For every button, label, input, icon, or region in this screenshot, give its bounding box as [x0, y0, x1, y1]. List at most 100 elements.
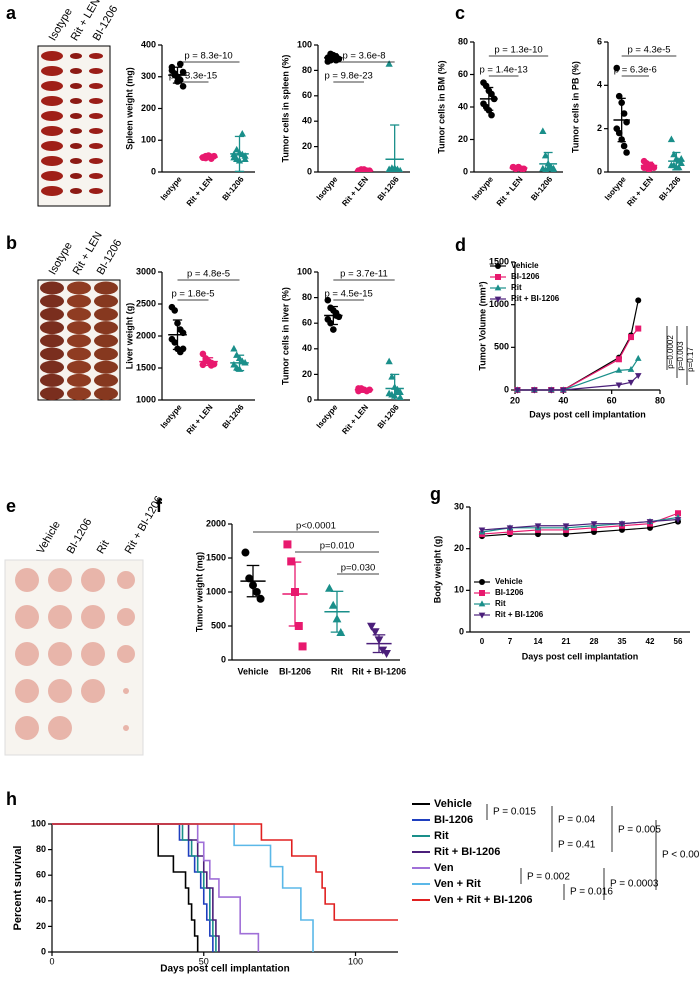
- x-tick-label: 42: [646, 637, 655, 646]
- y-tick-label: 2000: [206, 518, 226, 528]
- annotation: p = 4.3e-5: [627, 45, 670, 56]
- annotation: p = 6.3e-6: [614, 65, 657, 76]
- panel-label: a: [6, 3, 17, 23]
- y-tick-label: 1000: [489, 299, 509, 309]
- x-tick-label: BI-1206: [220, 402, 246, 430]
- data-point: [488, 111, 495, 119]
- y-tick-label: 100: [297, 266, 312, 276]
- x-tick-label: Rit + LEN: [625, 175, 655, 208]
- liver: [94, 307, 118, 321]
- tumor: [15, 605, 39, 629]
- y-tick-label: 100: [141, 135, 156, 145]
- data-point: [488, 90, 495, 98]
- y-tick-label: 1500: [206, 552, 226, 562]
- data-point: [367, 622, 376, 631]
- photo-label: BI-1206: [65, 517, 95, 556]
- spleen: [89, 98, 103, 104]
- data-point: [252, 588, 261, 596]
- data-point: [615, 356, 622, 363]
- tumor: [81, 568, 105, 592]
- data-point: [618, 521, 626, 528]
- p-value: P = 0.41: [558, 840, 596, 851]
- y-tick-label: 60: [302, 318, 312, 328]
- liver: [67, 360, 91, 374]
- legend-marker: [479, 579, 485, 585]
- legend-label: Rit: [511, 283, 522, 292]
- annotation: p = 8.3e-10: [184, 51, 232, 62]
- data-point: [667, 135, 676, 143]
- y-axis-title: Tumor weight (mg): [194, 552, 204, 632]
- annotation: p = 3.3e-15: [169, 71, 217, 82]
- y-tick-label: 400: [141, 39, 156, 49]
- panel-label: g: [430, 484, 441, 504]
- liver: [67, 321, 91, 335]
- survival-curve: [52, 823, 199, 952]
- y-axis-title: Tumor Volume (mm³): [477, 281, 487, 370]
- legend-label: Rit: [434, 830, 449, 842]
- legend-label: Ven: [434, 862, 454, 874]
- plot-area: [324, 296, 404, 400]
- spleen: [70, 173, 82, 179]
- x-tick-label: Rit + LEN: [340, 175, 370, 208]
- y-tick-label: 2000: [136, 330, 156, 340]
- legend-label: Rit + BI-1206: [511, 294, 560, 303]
- data-point: [388, 373, 396, 380]
- data-point: [330, 326, 337, 333]
- y-tick-label: 20: [458, 134, 468, 144]
- spleen: [70, 83, 82, 89]
- series-line: [481, 520, 679, 537]
- liver: [94, 387, 118, 401]
- spleen: [41, 96, 63, 106]
- liver: [94, 347, 118, 361]
- tumor: [48, 642, 72, 666]
- y-tick-label: 0: [504, 384, 509, 394]
- annotation: p=0.17: [686, 347, 695, 372]
- legend-marker: [495, 263, 501, 269]
- tumor: [48, 568, 72, 592]
- tumor: [15, 642, 39, 666]
- data-point: [370, 628, 380, 637]
- x-tick-label: Rit + LEN: [185, 403, 215, 436]
- y-tick-label: 40: [302, 116, 312, 126]
- data-point: [534, 523, 542, 530]
- spleen: [41, 171, 63, 181]
- spleen: [41, 141, 63, 151]
- data-point: [627, 365, 635, 372]
- y-axis-title: Liver weight (g): [124, 303, 134, 370]
- legend-label: BI-1206: [495, 588, 524, 597]
- panel-label: b: [6, 233, 17, 253]
- p-value: P = 0.005: [618, 825, 661, 836]
- x-tick-label: Isotype: [315, 174, 340, 202]
- tumor: [81, 642, 105, 666]
- data-point: [233, 145, 241, 153]
- data-point: [635, 297, 642, 304]
- y-tick-label: 1500: [489, 256, 509, 266]
- annotation: p = 3.6e-8: [342, 51, 385, 62]
- annotation: p = 1.3e-10: [494, 45, 542, 56]
- spleen: [89, 128, 103, 134]
- y-tick-label: 0: [151, 166, 156, 176]
- legend-marker: [478, 600, 486, 607]
- legend-label: Vehicle: [495, 577, 523, 586]
- x-tick-label: Isotype: [315, 402, 340, 430]
- x-tick-label: Rit: [331, 666, 343, 676]
- p-value: P = 0.002: [527, 872, 570, 883]
- liver: [94, 334, 118, 348]
- data-point: [539, 127, 547, 135]
- y-tick-label: 0: [307, 166, 312, 176]
- panel-label: c: [455, 3, 465, 23]
- spleen: [70, 113, 82, 119]
- survival-curve: [52, 823, 398, 921]
- y-axis-title: Tumor cells in BM (%): [436, 60, 446, 153]
- data-point: [478, 527, 486, 534]
- photo-label: Vehicle: [35, 519, 63, 556]
- liver: [40, 294, 64, 308]
- x-tick-label: 60: [607, 395, 617, 405]
- spleen: [41, 51, 63, 61]
- x-tick-label: Isotype: [603, 174, 628, 202]
- data-point: [541, 151, 550, 159]
- data-point: [634, 354, 642, 361]
- y-tick-label: 60: [458, 69, 468, 79]
- data-point: [324, 296, 332, 304]
